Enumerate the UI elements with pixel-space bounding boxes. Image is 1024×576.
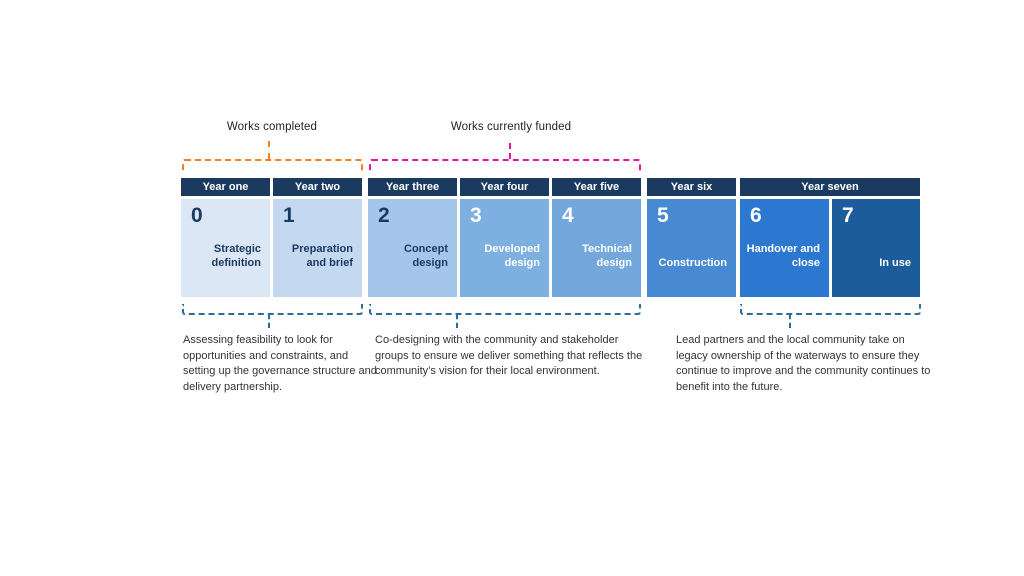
note-legacy: Lead partners and the local community ta… — [676, 334, 931, 393]
works-completed-label: Works completed — [226, 121, 318, 133]
year-header-five: Year five — [552, 178, 641, 196]
stage-number: 5 — [657, 204, 669, 227]
year-header-two: Year two — [273, 178, 362, 196]
stage-number: 4 — [562, 204, 574, 227]
stage-label: In use — [879, 257, 911, 269]
works-completed-tick — [268, 141, 270, 159]
stage-1-preparation-and-brief: 1 Preparation and brief — [273, 199, 362, 297]
stage-2-concept-design: 2 Concept design — [368, 199, 457, 297]
stage-label: Strategic definition — [211, 243, 262, 269]
note-codesign: Co-designing with the community and stak… — [375, 334, 643, 377]
stage-number: 6 — [750, 204, 762, 227]
stage-3-developed-design: 3 Developed design — [460, 199, 549, 297]
works-funded-bracket — [369, 159, 641, 173]
stage-label: Developed design — [484, 243, 540, 269]
note-feasibility: Assessing feasibility to look for opport… — [183, 334, 377, 393]
stage-4-technical-design: 4 Technical design — [552, 199, 641, 297]
stage-number: 7 — [842, 204, 854, 227]
stage-label: Concept design — [404, 243, 448, 269]
stage-label: Construction — [658, 257, 727, 269]
stage-0-strategic-definition: 0 Strategic definition — [181, 199, 270, 297]
note-tick-stages-0-1 — [268, 314, 270, 328]
works-completed-bracket — [182, 159, 363, 173]
year-header-three: Year three — [368, 178, 457, 196]
note-bracket-stages-0-1 — [182, 304, 363, 315]
note-bracket-stages-2-4 — [369, 304, 641, 315]
year-header-one: Year one — [181, 178, 270, 196]
note-tick-stages-6-7 — [789, 314, 791, 328]
stage-number: 1 — [283, 204, 295, 227]
stage-6-handover-and-close: 6 Handover and close — [740, 199, 829, 297]
works-funded-label: Works currently funded — [450, 121, 572, 133]
stage-number: 0 — [191, 204, 203, 227]
works-funded-tick — [509, 143, 511, 159]
stage-label: Handover and close — [746, 243, 820, 269]
note-tick-stages-2-4 — [456, 314, 458, 328]
year-header-seven: Year seven — [740, 178, 920, 196]
year-header-six: Year six — [647, 178, 736, 196]
stage-label: Technical design — [582, 243, 632, 269]
stage-label: Preparation and brief — [291, 243, 353, 269]
stage-5-construction: 5 Construction — [647, 199, 736, 297]
note-bracket-stages-6-7 — [740, 304, 921, 315]
year-header-four: Year four — [460, 178, 549, 196]
stage-number: 2 — [378, 204, 390, 227]
stage-7-in-use: 7 In use — [832, 199, 920, 297]
stage-number: 3 — [470, 204, 482, 227]
